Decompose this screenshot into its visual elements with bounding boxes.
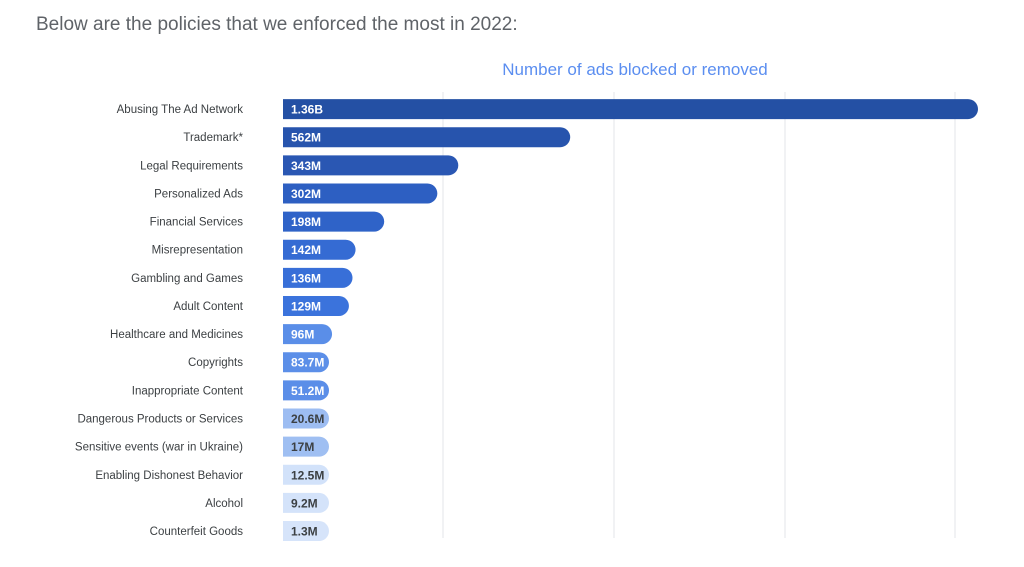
bar-value-label: 96M — [291, 328, 314, 342]
bar — [283, 352, 329, 373]
chart-title: Number of ads blocked or removed — [502, 60, 768, 79]
bar — [283, 492, 329, 513]
bar — [283, 127, 571, 148]
bar — [283, 239, 356, 260]
category-label: Inappropriate Content — [132, 385, 244, 397]
category-label: Legal Requirements — [140, 160, 243, 172]
category-label: Personalized Ads — [154, 188, 243, 200]
bar — [283, 380, 329, 401]
bar — [283, 324, 333, 345]
bar-value-label: 1.36B — [291, 103, 323, 117]
bar — [283, 464, 329, 485]
category-label: Counterfeit Goods — [150, 526, 244, 538]
bar-value-label: 83.7M — [291, 356, 324, 370]
bar — [283, 408, 329, 429]
bar-value-label: 17M — [291, 440, 314, 454]
bar — [283, 155, 459, 176]
category-label: Alcohol — [205, 498, 243, 510]
bar-value-label: 1.3M — [291, 525, 318, 539]
category-label: Trademark* — [183, 132, 243, 144]
bar — [283, 99, 978, 120]
bar-value-label: 302M — [291, 187, 321, 201]
bar-value-label: 198M — [291, 215, 321, 229]
bar — [283, 267, 353, 288]
category-label: Financial Services — [150, 217, 244, 229]
gridlines — [442, 92, 956, 538]
bar-value-label: 142M — [291, 243, 321, 257]
bar — [283, 183, 438, 204]
bar-value-label: 343M — [291, 159, 321, 173]
bar — [283, 211, 385, 232]
bar-value-label: 136M — [291, 271, 321, 285]
bar-value-label: 12.5M — [291, 468, 324, 482]
category-label: Misrepresentation — [152, 245, 243, 257]
category-label: Healthcare and Medicines — [110, 329, 243, 341]
bar — [283, 295, 349, 316]
category-label: Enabling Dishonest Behavior — [95, 470, 243, 482]
category-label: Sensitive events (war in Ukraine) — [75, 442, 243, 454]
bar-value-label: 562M — [291, 131, 321, 145]
page-heading: Below are the policies that we enforced … — [36, 14, 518, 35]
category-label: Copyrights — [188, 357, 243, 369]
category-label: Dangerous Products or Services — [77, 413, 243, 425]
category-label: Adult Content — [173, 301, 243, 313]
bar-value-label: 129M — [291, 299, 321, 313]
bar-value-label: 9.2M — [291, 496, 318, 510]
bar — [283, 436, 329, 457]
bars — [283, 99, 978, 542]
category-label: Abusing The Ad Network — [117, 104, 244, 116]
bar — [283, 521, 329, 542]
category-label: Gambling and Games — [131, 273, 243, 285]
bar-value-label: 51.2M — [291, 384, 324, 398]
bar-value-label: 20.6M — [291, 412, 324, 426]
